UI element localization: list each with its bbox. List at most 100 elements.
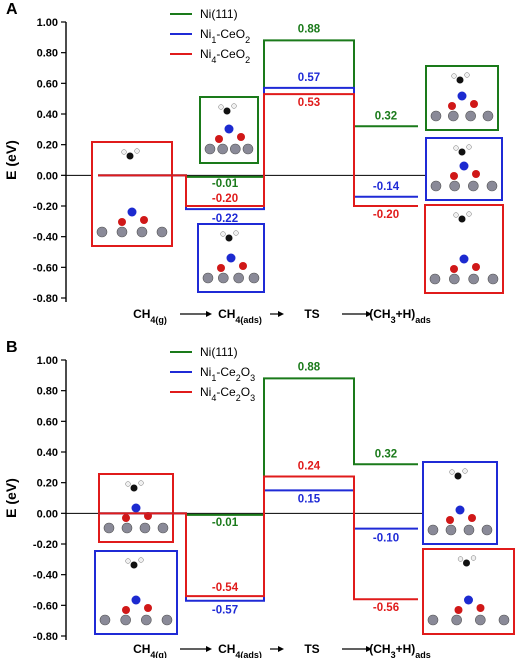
legend-label-part: 2 [245,35,250,45]
stage-label-part: CH [133,307,150,321]
stage-label-part: CH [218,307,235,321]
data-label: 0.57 [298,72,320,84]
nickel-atom [457,91,467,101]
oxygen-atom [144,604,152,612]
structure-inset [425,137,503,201]
legend-label-part: N [200,7,209,21]
hydrogen-atom [453,145,459,151]
surface-atom [430,180,442,192]
surface-atom [120,614,131,626]
y-tick-label: -0.40 [33,570,58,582]
data-label: -0.10 [373,533,399,545]
y-tick-label: 0.00 [37,170,58,182]
stage-arrow-head [278,646,284,652]
stage-label-part: (CH [369,307,390,321]
oxygen-atom [476,604,485,612]
hydrogen-atom [462,468,468,474]
nickel-atom [464,595,473,605]
carbon-atom [225,234,233,242]
surface-atom [136,226,148,238]
structure-inset [422,548,515,635]
oxygen-atom [472,263,480,271]
hydrogen-atom [453,212,459,218]
structure-inset [98,473,174,543]
data-label: -0.22 [212,213,238,225]
stage-label: TS [304,307,319,321]
hydrogen-atom [218,104,224,110]
nickel-atom [131,503,141,513]
legend-label: Ni1-Ce2O3 [200,365,255,383]
legend-label-part: i [209,7,212,21]
oxygen-atom [215,135,223,143]
surface-atom [429,273,441,285]
oxygen-atom [122,514,130,522]
data-label: 0.15 [298,493,321,505]
legend-label-part: (111) [211,7,237,21]
legend-label-part: O [236,27,245,41]
oxygen-atom [470,100,478,108]
y-tick-label: 1.00 [37,355,58,367]
nickel-atom [131,595,141,605]
legend-label-part: 4 [211,393,216,403]
hydrogen-atom [125,558,131,564]
surface-atom [487,273,499,285]
legend-label-part: e [229,47,236,61]
oxygen-atom [450,265,458,273]
structure-inset [424,204,504,294]
stage-label: (CH3+H)ads [369,307,431,325]
surface-atom [448,110,459,122]
y-tick-label: -0.80 [33,631,58,643]
legend-label-part: 4 [211,55,216,65]
stage-label: CH4(g) [133,642,167,658]
oxygen-atom [122,606,130,614]
carbon-atom [126,152,134,160]
data-label: -0.57 [212,605,238,617]
y-tick-label: 0.80 [37,386,58,398]
data-label: 0.88 [298,361,321,373]
stage-label: CH4(ads) [218,307,262,325]
stage-label-part: 4(ads) [235,650,262,658]
nickel-atom [224,124,234,134]
carbon-atom [458,148,466,156]
surface-atom [156,226,168,238]
legend-label-part: e [229,365,236,379]
oxygen-atom [450,172,458,180]
legend-label-part: 3 [250,373,255,383]
data-label: 0.53 [298,97,320,109]
legend-label-part: i [209,385,212,399]
surface-atom [449,273,460,285]
nickel-atom [455,505,465,515]
data-label: -0.01 [212,178,239,190]
surface-atom [141,614,152,626]
nickel-atom [226,253,236,263]
legend-label-part: N [200,365,209,379]
legend-label-part: - [216,385,220,399]
surface-atom [99,614,111,626]
hydrogen-atom [457,556,464,562]
surface-atom [116,226,128,238]
surface-atom [204,143,216,155]
surface-atom [498,614,510,626]
surface-atom [482,110,494,122]
carbon-atom [130,561,138,569]
hydrogen-atom [466,144,472,150]
hydrogen-atom [220,231,226,237]
legend-label-part: 2 [245,55,250,65]
legend-label-part: 2 [236,373,241,383]
y-tick-label: -0.40 [33,232,58,244]
panel-label: B [6,339,18,356]
data-label: -0.01 [212,517,239,529]
structure-inset [199,96,259,164]
legend-label-part: O [236,47,245,61]
carbon-atom [223,107,231,115]
carbon-atom [130,484,138,492]
surface-atom [445,524,457,536]
hydrogen-atom [125,481,131,487]
legend-label: Ni4-Ce2O3 [200,385,255,403]
carbon-atom [463,559,470,567]
y-tick-label: 0.00 [37,508,58,520]
structure-inset [91,141,173,247]
stage-label-part: 4(ads) [235,315,262,325]
surface-atom [486,180,498,192]
surface-atom [242,143,254,155]
